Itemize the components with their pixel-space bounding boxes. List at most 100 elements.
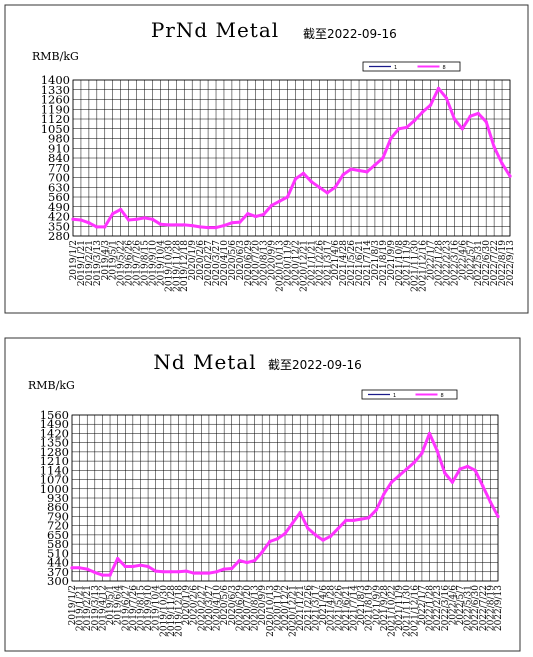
x-tick-label: 2019/9/10 (148, 240, 158, 286)
x-tick-label: 2022/4/6 (458, 240, 468, 281)
x-tick-label: 2020/2/6 (196, 240, 206, 281)
series-point (237, 558, 241, 563)
x-tick-label: 2022/1/7 (427, 240, 437, 281)
x-tick-label: 2019/7/26 (133, 240, 143, 286)
x-tick-label: 2022/5/31 (474, 240, 484, 286)
y-tick-label: 420 (48, 210, 70, 224)
series-point (301, 171, 306, 175)
y-tick-label: 1120 (41, 112, 70, 126)
x-tick-label: 2019/11/28 (167, 585, 177, 637)
x-tick-label: 2022/8/19 (486, 585, 496, 631)
series-point (413, 118, 417, 122)
series-point (336, 526, 340, 530)
series-point (111, 212, 115, 216)
x-tick-label: 2022/1/7 (418, 585, 428, 626)
series-point (405, 467, 409, 471)
series-point (329, 534, 333, 538)
x-tick-label: 2020/11/9 (273, 585, 283, 631)
series-point (344, 518, 348, 522)
x-tick-label: 2020/2/27 (204, 240, 214, 286)
series-point (260, 550, 264, 554)
series-point (190, 223, 194, 228)
x-tick-label: 2019/10/4 (152, 585, 162, 631)
series-point (138, 563, 143, 567)
y-tick-label: 840 (48, 151, 70, 165)
y-tick-label: 720 (47, 519, 69, 533)
x-tick-label: 2022/2/23 (442, 240, 452, 286)
x-tick-label: 2020/1/9 (188, 240, 198, 281)
series-point (146, 564, 150, 569)
series-point (238, 220, 242, 224)
series-point (154, 569, 158, 573)
x-tick-label: 2021/6/21 (355, 240, 365, 286)
x-tick-label: 2021/9/9 (387, 240, 397, 281)
series-point (78, 566, 82, 570)
chart-subtitle: 截至2022-09-16 (268, 358, 362, 372)
series-point (230, 566, 234, 571)
x-tick-label: 2020/8/13 (260, 240, 270, 286)
y-tick-label: 650 (47, 528, 69, 542)
x-tick-label: 2019/1/21 (76, 585, 86, 631)
series-point (428, 103, 433, 107)
series-point (71, 217, 75, 221)
series-point (119, 207, 123, 212)
series-point (397, 474, 401, 478)
series-point (443, 471, 447, 475)
x-tick-label: 2022/3/16 (450, 240, 460, 286)
series-point (452, 117, 456, 121)
y-tick-label: 350 (48, 219, 70, 233)
series-point (473, 468, 477, 472)
series-point (214, 570, 219, 574)
y-axis-label: RMB/kG (28, 379, 75, 392)
series-point (333, 185, 337, 189)
series-point (70, 566, 74, 570)
y-tick-label: 1070 (40, 473, 69, 487)
series-point (500, 161, 504, 166)
series-point (262, 212, 266, 217)
series-point (252, 558, 257, 563)
x-tick-label: 2021/4/6 (319, 585, 329, 626)
series-point (492, 145, 496, 149)
series-point (116, 557, 120, 561)
series-point (389, 136, 393, 141)
x-tick-label: 2021/11/9 (395, 585, 405, 631)
y-tick-label: 860 (47, 500, 69, 514)
y-tick-label: 370 (47, 565, 69, 579)
x-tick-label: 2019/7/26 (129, 585, 139, 631)
series-point (405, 125, 409, 129)
series-point (150, 217, 155, 221)
x-tick-label: 2020/2/27 (197, 585, 207, 631)
series-point (458, 467, 462, 471)
x-tick-label: 2019/12/18 (180, 240, 190, 292)
x-tick-label: 2019/8/15 (136, 585, 146, 631)
x-tick-label: 2019/2/21 (83, 585, 93, 631)
x-tick-label: 2021/10/8 (395, 240, 405, 286)
series-point (214, 226, 218, 230)
series-point (389, 480, 394, 484)
y-tick-label: 560 (48, 190, 70, 204)
legend-label: 1 (394, 65, 397, 71)
x-tick-label: 2019/6/27 (121, 585, 131, 631)
y-tick-label: 980 (48, 132, 70, 146)
series-point (127, 218, 131, 222)
x-tick-label: 2019/10/30 (159, 585, 169, 637)
x-tick-label: 2019/11/28 (172, 240, 182, 292)
x-tick-label: 2019/3/13 (93, 240, 103, 286)
series-point (254, 214, 258, 219)
series-point (275, 537, 279, 541)
series-point (349, 167, 353, 171)
series-point (293, 177, 298, 181)
series-point (341, 173, 345, 177)
x-tick-label: 2021/4/28 (327, 585, 337, 631)
series-point (100, 573, 105, 577)
series-point (397, 127, 401, 131)
x-tick-label: 2022/9/13 (506, 240, 516, 286)
prnd-chart: PrNd Metal 截至2022-09-16 RMB/kG 1 8 1400133012… (4, 4, 529, 314)
series-point (450, 480, 454, 484)
x-tick-label: 2022/8/19 (498, 240, 508, 286)
x-tick-label: 2019/9/10 (144, 585, 154, 631)
x-tick-label: 2019/6/26 (125, 240, 135, 286)
y-tick-label: 580 (47, 537, 69, 551)
y-tick-label: 1050 (41, 122, 70, 136)
x-tick-label: 2019/3/13 (91, 585, 101, 631)
